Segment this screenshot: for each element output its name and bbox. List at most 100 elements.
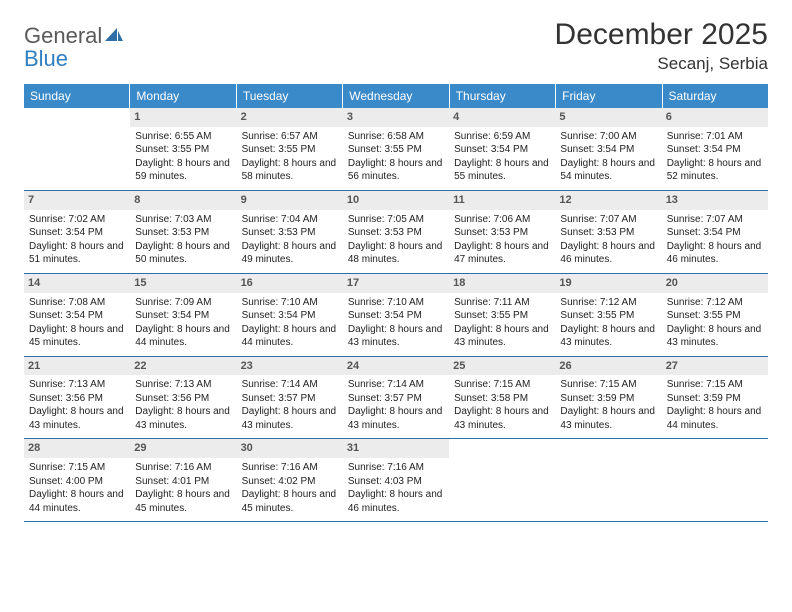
day-number: 31 <box>343 439 449 458</box>
daylight-line: Daylight: 8 hours and 46 minutes. <box>560 240 656 267</box>
day-number: 28 <box>24 439 130 458</box>
calendar-cell: 14Sunrise: 7:08 AMSunset: 3:54 PMDayligh… <box>24 274 130 356</box>
sunset-line: Sunset: 3:54 PM <box>454 143 550 157</box>
day-number: 17 <box>343 274 449 293</box>
sunset-line: Sunset: 3:54 PM <box>242 309 338 323</box>
day-number: 8 <box>130 191 236 210</box>
daylight-line: Daylight: 8 hours and 44 minutes. <box>242 323 338 350</box>
daylight-line: Daylight: 8 hours and 43 minutes. <box>560 323 656 350</box>
sunrise-line: Sunrise: 7:06 AM <box>454 213 550 227</box>
day-number: 27 <box>662 357 768 376</box>
sunset-line: Sunset: 4:02 PM <box>242 475 338 489</box>
day-header: Monday <box>130 84 236 108</box>
calendar-cell <box>555 439 661 521</box>
daylight-line: Daylight: 8 hours and 43 minutes. <box>348 323 444 350</box>
daylight-line: Daylight: 8 hours and 43 minutes. <box>667 323 763 350</box>
daylight-line: Daylight: 8 hours and 46 minutes. <box>667 240 763 267</box>
day-number: 15 <box>130 274 236 293</box>
title-block: December 2025 Secanj, Serbia <box>555 18 768 74</box>
daylight-line: Daylight: 8 hours and 52 minutes. <box>667 157 763 184</box>
calendar-cell: 25Sunrise: 7:15 AMSunset: 3:58 PMDayligh… <box>449 357 555 439</box>
page-title: December 2025 <box>555 18 768 52</box>
calendar-cell <box>449 439 555 521</box>
calendar-cell: 20Sunrise: 7:12 AMSunset: 3:55 PMDayligh… <box>662 274 768 356</box>
sunrise-line: Sunrise: 7:13 AM <box>29 378 125 392</box>
calendar-cell: 27Sunrise: 7:15 AMSunset: 3:59 PMDayligh… <box>662 357 768 439</box>
day-number: 25 <box>449 357 555 376</box>
calendar: SundayMondayTuesdayWednesdayThursdayFrid… <box>24 84 768 522</box>
sunset-line: Sunset: 3:59 PM <box>560 392 656 406</box>
daylight-line: Daylight: 8 hours and 48 minutes. <box>348 240 444 267</box>
calendar-cell: 26Sunrise: 7:15 AMSunset: 3:59 PMDayligh… <box>555 357 661 439</box>
day-number: 14 <box>24 274 130 293</box>
sunset-line: Sunset: 3:53 PM <box>348 226 444 240</box>
sunrise-line: Sunrise: 6:55 AM <box>135 130 231 144</box>
day-number: 21 <box>24 357 130 376</box>
sunrise-line: Sunrise: 7:12 AM <box>560 296 656 310</box>
sunset-line: Sunset: 3:55 PM <box>560 309 656 323</box>
day-number: 10 <box>343 191 449 210</box>
daylight-line: Daylight: 8 hours and 44 minutes. <box>29 488 125 515</box>
calendar-cell: 18Sunrise: 7:11 AMSunset: 3:55 PMDayligh… <box>449 274 555 356</box>
sunset-line: Sunset: 3:55 PM <box>348 143 444 157</box>
sunrise-line: Sunrise: 7:11 AM <box>454 296 550 310</box>
sunset-line: Sunset: 3:57 PM <box>348 392 444 406</box>
sunrise-line: Sunrise: 7:10 AM <box>348 296 444 310</box>
calendar-cell: 2Sunrise: 6:57 AMSunset: 3:55 PMDaylight… <box>237 108 343 190</box>
day-header: Sunday <box>24 84 130 108</box>
logo-word2: Blue <box>24 46 68 71</box>
day-header: Wednesday <box>343 84 449 108</box>
day-number: 6 <box>662 108 768 127</box>
day-number: 24 <box>343 357 449 376</box>
day-number: 4 <box>449 108 555 127</box>
calendar-cell: 4Sunrise: 6:59 AMSunset: 3:54 PMDaylight… <box>449 108 555 190</box>
daylight-line: Daylight: 8 hours and 51 minutes. <box>29 240 125 267</box>
sunrise-line: Sunrise: 7:04 AM <box>242 213 338 227</box>
daylight-line: Daylight: 8 hours and 44 minutes. <box>667 405 763 432</box>
page: General Blue December 2025 Secanj, Serbi… <box>0 0 792 522</box>
day-header: Friday <box>556 84 662 108</box>
sunset-line: Sunset: 4:01 PM <box>135 475 231 489</box>
sunset-line: Sunset: 3:54 PM <box>348 309 444 323</box>
sunset-line: Sunset: 3:58 PM <box>454 392 550 406</box>
sunrise-line: Sunrise: 7:01 AM <box>667 130 763 144</box>
sunrise-line: Sunrise: 6:57 AM <box>242 130 338 144</box>
calendar-cell: 12Sunrise: 7:07 AMSunset: 3:53 PMDayligh… <box>555 191 661 273</box>
sunrise-line: Sunrise: 7:16 AM <box>348 461 444 475</box>
sunset-line: Sunset: 3:54 PM <box>667 226 763 240</box>
calendar-cell: 7Sunrise: 7:02 AMSunset: 3:54 PMDaylight… <box>24 191 130 273</box>
day-number: 7 <box>24 191 130 210</box>
week-row: 28Sunrise: 7:15 AMSunset: 4:00 PMDayligh… <box>24 439 768 522</box>
daylight-line: Daylight: 8 hours and 43 minutes. <box>135 405 231 432</box>
sunrise-line: Sunrise: 7:14 AM <box>242 378 338 392</box>
daylight-line: Daylight: 8 hours and 56 minutes. <box>348 157 444 184</box>
calendar-cell: 6Sunrise: 7:01 AMSunset: 3:54 PMDaylight… <box>662 108 768 190</box>
daylight-line: Daylight: 8 hours and 43 minutes. <box>29 405 125 432</box>
sunset-line: Sunset: 3:54 PM <box>29 226 125 240</box>
sunset-line: Sunset: 3:53 PM <box>135 226 231 240</box>
sunset-line: Sunset: 3:53 PM <box>242 226 338 240</box>
sunrise-line: Sunrise: 7:08 AM <box>29 296 125 310</box>
daylight-line: Daylight: 8 hours and 45 minutes. <box>29 323 125 350</box>
calendar-cell: 1Sunrise: 6:55 AMSunset: 3:55 PMDaylight… <box>130 108 236 190</box>
calendar-cell: 11Sunrise: 7:06 AMSunset: 3:53 PMDayligh… <box>449 191 555 273</box>
sunrise-line: Sunrise: 7:13 AM <box>135 378 231 392</box>
sunset-line: Sunset: 3:55 PM <box>242 143 338 157</box>
sunrise-line: Sunrise: 7:16 AM <box>242 461 338 475</box>
daylight-line: Daylight: 8 hours and 58 minutes. <box>242 157 338 184</box>
sunrise-line: Sunrise: 7:12 AM <box>667 296 763 310</box>
logo-text: General Blue <box>24 24 124 70</box>
day-number: 5 <box>555 108 661 127</box>
daylight-line: Daylight: 8 hours and 54 minutes. <box>560 157 656 184</box>
sunset-line: Sunset: 3:59 PM <box>667 392 763 406</box>
calendar-cell: 31Sunrise: 7:16 AMSunset: 4:03 PMDayligh… <box>343 439 449 521</box>
daylight-line: Daylight: 8 hours and 50 minutes. <box>135 240 231 267</box>
calendar-cell: 9Sunrise: 7:04 AMSunset: 3:53 PMDaylight… <box>237 191 343 273</box>
day-number: 30 <box>237 439 343 458</box>
daylight-line: Daylight: 8 hours and 45 minutes. <box>135 488 231 515</box>
sunset-line: Sunset: 3:53 PM <box>560 226 656 240</box>
logo-sail-icon <box>104 27 124 43</box>
week-row: 7Sunrise: 7:02 AMSunset: 3:54 PMDaylight… <box>24 191 768 274</box>
calendar-cell <box>24 108 130 190</box>
daylight-line: Daylight: 8 hours and 43 minutes. <box>454 405 550 432</box>
